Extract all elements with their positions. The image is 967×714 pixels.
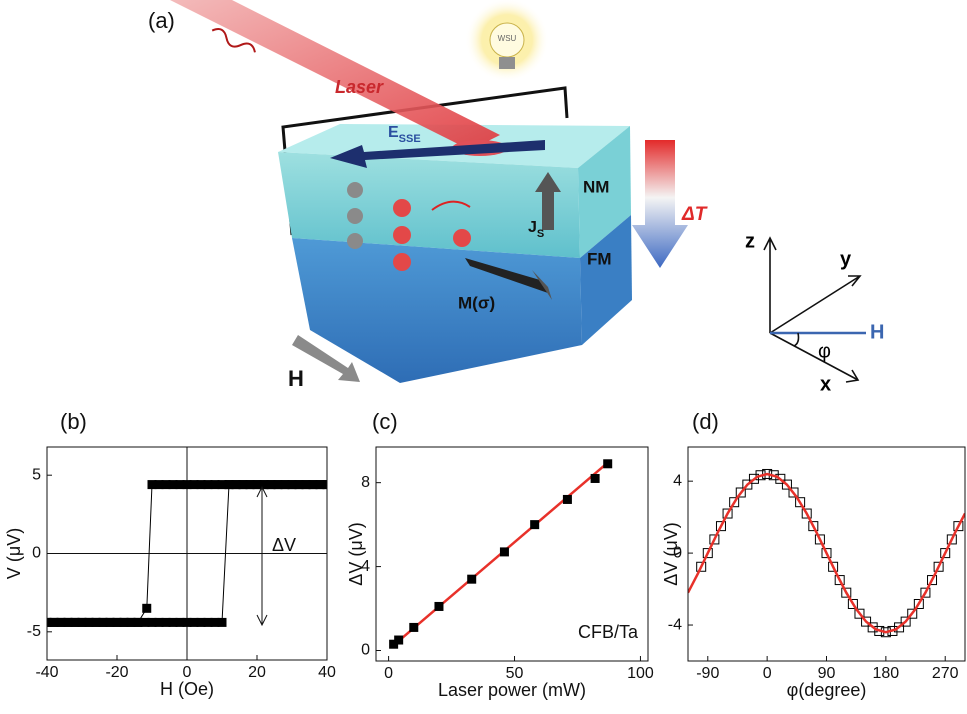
h-axis-label: H	[870, 321, 884, 343]
z-label: z	[745, 230, 755, 252]
x-tick-label: 90	[818, 665, 836, 682]
spin	[453, 229, 471, 247]
x-tick-label: -40	[35, 664, 58, 681]
nm-label: NM	[583, 177, 609, 196]
marker	[218, 618, 226, 626]
y-axis	[770, 276, 860, 333]
spin	[393, 199, 411, 217]
marker	[531, 521, 539, 529]
phi-arc	[794, 333, 799, 346]
marker	[468, 575, 476, 583]
x-label: x	[820, 373, 831, 395]
y-tick-label: 8	[361, 474, 370, 491]
x-axis-label: Laser power (mW)	[438, 680, 586, 700]
z-axis	[764, 238, 776, 333]
spin	[347, 208, 363, 224]
marker	[563, 495, 571, 503]
panel-label: (a)	[148, 8, 175, 33]
x-tick-label: 20	[248, 664, 266, 681]
diagram: (a) WSU Laser ESSE JS NM FM ΔT M(σ) H z …	[148, 0, 884, 395]
x-axis-label: φ(degree)	[787, 680, 867, 700]
bulb-text: WSU	[498, 34, 517, 43]
panel-label: (b)	[60, 409, 87, 434]
y-tick-label: 4	[673, 472, 682, 489]
x-tick-label: 180	[873, 665, 900, 682]
annotation: CFB/Ta	[578, 622, 639, 642]
y-tick-label: 0	[32, 545, 41, 562]
annotation: ΔV	[272, 535, 296, 555]
marker	[143, 604, 151, 612]
delta-t-arrow	[632, 140, 688, 268]
e-sse-main: E	[388, 124, 399, 141]
marker	[395, 636, 403, 644]
js-main: J	[528, 219, 537, 236]
x-tick-label: -20	[105, 664, 128, 681]
spin	[347, 182, 363, 198]
laser-label: Laser	[335, 77, 384, 97]
e-sse-sub: SSE	[399, 133, 421, 145]
y-axis-label: V (μV)	[4, 528, 24, 579]
chart: (c) Laser power (mW) ΔV (μV) 0 50 100 0 4 8 CFB/T…	[346, 409, 654, 700]
x-tick-label: 50	[506, 665, 524, 682]
marker	[591, 474, 599, 482]
y-tick-label: -5	[27, 623, 41, 640]
spin	[347, 233, 363, 249]
figure: (a) WSU Laser ESSE JS NM FM ΔT M(σ) H z …	[0, 0, 967, 714]
x-tick-label: 0	[183, 664, 192, 681]
marker	[410, 623, 418, 631]
marker	[604, 460, 612, 468]
chart: (b) H (Oe) V (μV) -40 -20 0 20 40 -5 0 5 ΔV	[4, 409, 336, 699]
spin	[393, 226, 411, 244]
panel-label: (c)	[372, 409, 398, 434]
bulb-base	[499, 57, 515, 69]
y-tick-label: 4	[361, 558, 370, 575]
h-label: H	[288, 366, 304, 391]
x-tick-label: 0	[384, 665, 393, 682]
marker	[435, 602, 443, 610]
plot-area	[688, 469, 965, 636]
delta-t-label: ΔT	[681, 204, 708, 225]
y-tick-label: -4	[668, 616, 682, 633]
y-tick-label: 5	[32, 466, 41, 483]
y-tick-label: 0	[361, 642, 370, 659]
phi-label: φ	[818, 340, 831, 362]
panel-label: (d)	[692, 409, 719, 434]
x-tick-label: 0	[763, 665, 772, 682]
x-tick-label: 100	[627, 665, 654, 682]
marker	[500, 548, 508, 556]
plot-area	[390, 460, 612, 648]
fm-label: FM	[587, 249, 612, 268]
y-axis-label: ΔV (μV)	[346, 522, 366, 585]
y-label: y	[840, 248, 852, 270]
m-label: M(σ)	[458, 293, 495, 312]
x-tick-label: 270	[932, 665, 959, 682]
marker	[148, 481, 156, 489]
js-sub: S	[537, 228, 544, 240]
x-tick-label: 40	[318, 664, 336, 681]
y-tick-label: 0	[673, 544, 682, 561]
x-tick-label: -90	[696, 665, 719, 682]
spin	[393, 253, 411, 271]
delta-arrow	[257, 487, 267, 625]
x-axis-label: H (Oe)	[160, 679, 214, 699]
x-axis	[770, 333, 858, 382]
